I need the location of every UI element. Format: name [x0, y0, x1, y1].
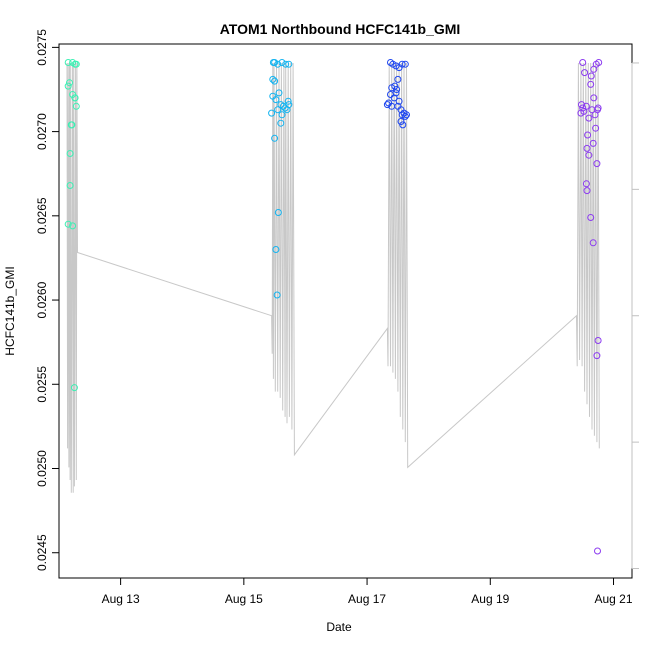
data-point: [594, 337, 602, 344]
data-point: [383, 101, 391, 109]
y-tick-label: 0.0250: [35, 450, 49, 487]
data-point: [278, 59, 286, 66]
data-point: [578, 101, 585, 109]
data-point: [284, 97, 292, 105]
data-point: [274, 106, 282, 114]
data-point: [64, 82, 72, 90]
data-point: [397, 118, 405, 125]
data-point: [72, 60, 80, 68]
data-point: [278, 111, 286, 119]
data-point: [272, 246, 280, 253]
data-point: [585, 151, 593, 159]
data-point: [392, 89, 400, 97]
data-point: [592, 124, 600, 132]
data-points: [64, 59, 603, 555]
data-point: [395, 97, 403, 105]
data-point: [274, 209, 282, 216]
data-point: [589, 239, 597, 247]
x-tick-label: Aug 13: [102, 592, 140, 606]
data-point: [66, 182, 74, 189]
data-point: [582, 180, 590, 188]
data-point: [268, 109, 276, 117]
data-point: [401, 112, 409, 120]
data-point: [594, 547, 601, 555]
data-point: [593, 160, 601, 168]
data-point: [274, 60, 282, 68]
plot-frame: [58, 43, 633, 579]
pressure-line: [66, 62, 600, 493]
data-point: [582, 102, 590, 110]
data-point: [577, 109, 585, 117]
x-tick-label: Aug 19: [471, 592, 509, 606]
data-point: [391, 82, 399, 90]
data-point: [585, 114, 593, 122]
y-axis-label: HCFC141b_GMI: [3, 266, 17, 355]
data-point: [282, 60, 290, 68]
data-point: [587, 72, 595, 80]
x-tick-label: Aug 17: [348, 592, 386, 606]
data-point: [401, 60, 409, 68]
x-tick-label: Aug 21: [594, 592, 632, 606]
data-point: [66, 79, 73, 87]
x-axis: Aug 13 Aug 15 Aug 17 Aug 19 Aug 21: [102, 577, 633, 606]
data-point: [403, 111, 410, 119]
data-point: [64, 220, 72, 228]
data-point: [271, 134, 279, 142]
data-point: [394, 75, 402, 83]
data-point: [70, 384, 78, 392]
series-flight-4: [577, 59, 603, 555]
data-point: [72, 102, 80, 110]
data-point: [579, 59, 587, 66]
data-point: [583, 144, 591, 152]
data-point: [394, 102, 402, 110]
data-point: [587, 214, 595, 221]
y-tick-label: 0.0260: [35, 281, 49, 318]
data-point: [272, 96, 280, 104]
y-tick-label: 0.0245: [35, 534, 49, 571]
data-point: [589, 139, 597, 147]
series-flight-3: [383, 59, 410, 129]
y-axis: 0.0245 0.0250 0.0255 0.0260 0.0265 0.0270 0.02…: [35, 29, 60, 571]
data-point: [584, 131, 592, 139]
data-point: [71, 94, 79, 102]
data-point: [64, 59, 72, 66]
data-point: [581, 69, 589, 77]
y-tick-label: 0.0270: [35, 113, 49, 150]
data-point: [595, 59, 603, 66]
data-point: [594, 104, 602, 112]
data-point: [69, 222, 77, 230]
pressure-profile: [66, 62, 600, 493]
data-point: [590, 94, 598, 102]
data-point: [269, 75, 277, 83]
data-point: [583, 187, 591, 195]
x-tick-label: Aug 15: [225, 592, 263, 606]
x-axis-label: Date: [326, 620, 352, 634]
data-point: [277, 119, 285, 127]
data-point: [399, 121, 407, 129]
data-point: [275, 89, 283, 97]
series-flight-1: [64, 59, 80, 392]
data-point: [593, 352, 601, 360]
y-tick-label: 0.0275: [35, 29, 49, 66]
data-point: [393, 86, 401, 93]
data-point: [271, 77, 279, 85]
right-pressure-axis: 2004006008001000: [631, 53, 650, 582]
chart-title: ATOM1 Northbound HCFC141b_GMI: [220, 21, 461, 37]
data-point: [398, 60, 406, 68]
data-point: [68, 121, 76, 129]
data-point: [66, 150, 74, 157]
data-point: [285, 60, 293, 68]
y-tick-label: 0.0265: [35, 197, 49, 234]
y-tick-label: 0.0255: [35, 366, 49, 403]
series-flight-2: [268, 59, 293, 299]
data-point: [273, 291, 281, 299]
data-point: [285, 101, 293, 109]
data-point: [587, 80, 595, 88]
